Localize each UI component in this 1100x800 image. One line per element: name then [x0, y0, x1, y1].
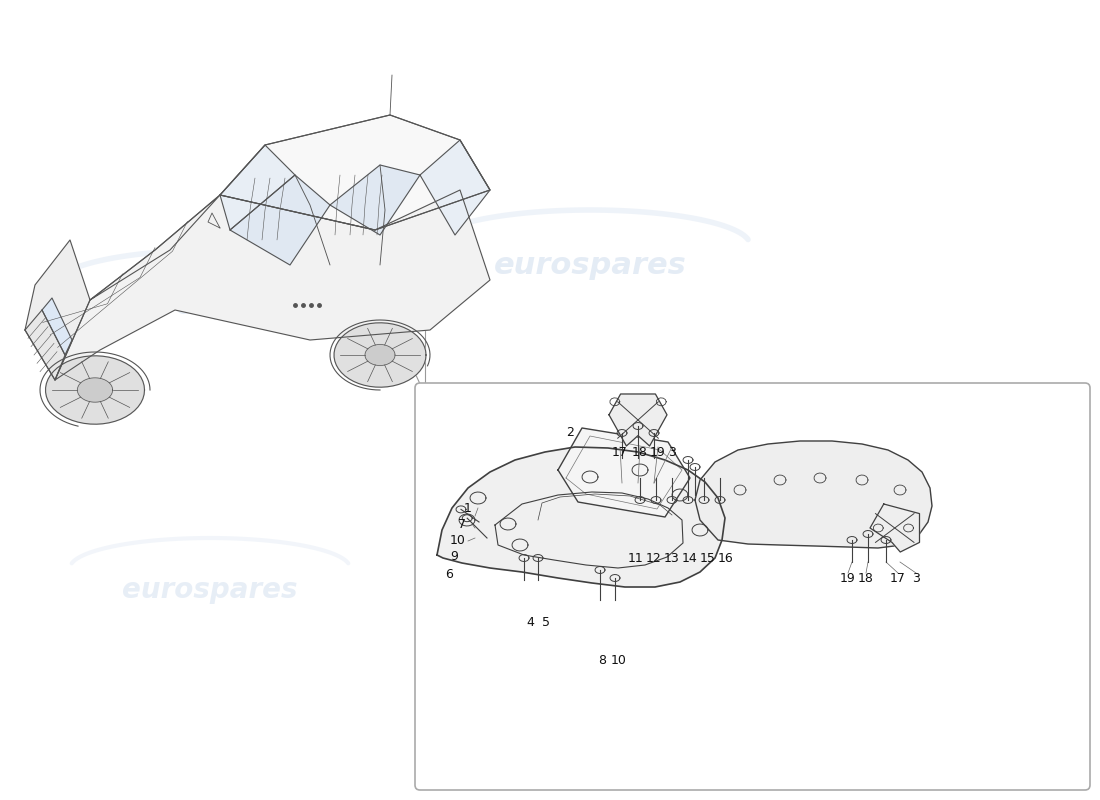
Text: 1: 1 — [464, 502, 472, 514]
Polygon shape — [220, 145, 295, 230]
Polygon shape — [230, 175, 330, 265]
Text: 5: 5 — [542, 615, 550, 629]
Text: 2: 2 — [566, 426, 574, 438]
Text: 13: 13 — [664, 551, 680, 565]
Text: 14: 14 — [682, 551, 697, 565]
Text: 11: 11 — [628, 551, 643, 565]
Polygon shape — [870, 504, 920, 552]
Text: 18: 18 — [632, 446, 648, 458]
Polygon shape — [25, 310, 65, 380]
Text: 3: 3 — [912, 571, 920, 585]
Polygon shape — [42, 298, 72, 355]
Polygon shape — [420, 140, 490, 235]
Text: eurospares: eurospares — [119, 290, 311, 319]
Text: 17: 17 — [890, 571, 906, 585]
Text: 18: 18 — [858, 571, 873, 585]
Text: 3: 3 — [668, 446, 675, 458]
Text: eurospares: eurospares — [494, 250, 686, 279]
Text: 4: 4 — [526, 615, 534, 629]
Text: 12: 12 — [646, 551, 662, 565]
Text: 6: 6 — [446, 567, 453, 581]
Polygon shape — [558, 428, 690, 517]
Text: 7: 7 — [458, 518, 466, 530]
FancyBboxPatch shape — [415, 383, 1090, 790]
Polygon shape — [55, 190, 490, 380]
Polygon shape — [334, 323, 426, 387]
Polygon shape — [437, 447, 725, 587]
Text: 19: 19 — [840, 571, 856, 585]
Polygon shape — [45, 356, 144, 424]
Text: 9: 9 — [450, 550, 458, 563]
Polygon shape — [220, 115, 490, 230]
Polygon shape — [695, 441, 932, 548]
Polygon shape — [330, 165, 420, 235]
Text: 17: 17 — [612, 446, 628, 458]
Text: 15: 15 — [700, 551, 716, 565]
Text: 16: 16 — [718, 551, 734, 565]
Text: 19: 19 — [650, 446, 666, 458]
Polygon shape — [90, 195, 220, 300]
Polygon shape — [365, 345, 395, 366]
Polygon shape — [25, 240, 90, 380]
Text: 10: 10 — [612, 654, 627, 666]
Text: eurospares: eurospares — [122, 576, 298, 604]
Polygon shape — [609, 394, 667, 446]
Text: 10: 10 — [450, 534, 466, 547]
Text: 8: 8 — [598, 654, 606, 666]
Polygon shape — [77, 378, 112, 402]
Text: eurospares: eurospares — [609, 560, 750, 580]
